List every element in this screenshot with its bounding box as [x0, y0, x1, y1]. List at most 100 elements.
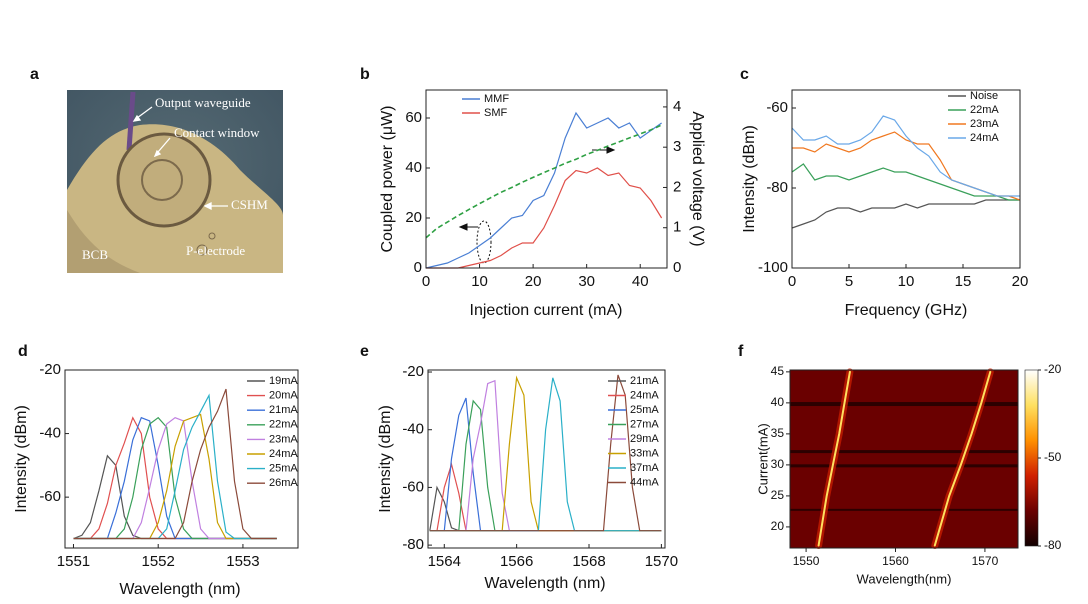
x-axis-label: Injection current (mA): [470, 302, 623, 319]
legend-label: SMF: [484, 107, 508, 119]
y2-tick-label: 4: [673, 98, 681, 115]
legend-label: Noise: [970, 90, 998, 102]
plot-frame: [425, 89, 668, 269]
y2-tick-label: 0: [673, 259, 681, 276]
y-tick-label: 60: [405, 109, 422, 126]
y-tick-label: -60: [766, 99, 788, 116]
legend-label: 37mA: [630, 462, 659, 474]
legend-label: 23mA: [970, 118, 999, 130]
arrow-head: [606, 146, 616, 154]
data-line: [426, 167, 663, 269]
plot-frame: [64, 369, 299, 549]
x-tick-label: 15: [955, 273, 972, 290]
x-tick-label: 0: [422, 273, 430, 290]
micrograph-label: Contact window: [174, 125, 260, 140]
x-tick-label: 1570: [972, 554, 999, 568]
waveguide: [126, 91, 136, 151]
data-line: [73, 413, 277, 540]
x-axis-label: Frequency (GHz): [845, 302, 968, 319]
y-tick-label: 30: [771, 457, 785, 471]
panel-label: d: [18, 343, 28, 360]
y-axis-label: Intensity (dBm): [13, 405, 30, 513]
y-tick-label: -20: [39, 361, 61, 378]
heatmap-band: [790, 464, 1018, 468]
data-line: [425, 111, 662, 269]
x-tick-label: 1553: [226, 553, 259, 570]
y2-tick-label: 2: [673, 178, 681, 195]
data-line: [73, 393, 277, 540]
legend-label: 19mA: [269, 375, 298, 387]
y-tick-label: -80: [766, 179, 788, 196]
y-tick-label: -20: [402, 363, 424, 380]
x-axis-label: Wavelength(nm): [857, 571, 952, 586]
y2-tick-label: 1: [673, 219, 681, 236]
dashed-ellipse: [476, 220, 492, 264]
panel-label: c: [740, 66, 749, 83]
heatmap-band: [790, 508, 1018, 511]
legend-label: MMF: [484, 93, 509, 105]
y-tick-label: -60: [39, 488, 61, 505]
heatmap-band: [790, 450, 1018, 454]
legend-label: 24mA: [630, 389, 659, 401]
probe-mark: [196, 244, 208, 256]
y-tick-label: 25: [771, 488, 785, 502]
legend-label: 27mA: [630, 418, 659, 430]
legend-label: 20mA: [269, 390, 298, 402]
micrograph-label: CSHM: [231, 197, 268, 212]
y-axis-label: Current(mA): [755, 423, 770, 495]
data-line: [73, 416, 277, 540]
annotation-arrows: [132, 106, 228, 211]
y-tick-label: -40: [39, 425, 61, 442]
heatmap-band: [790, 402, 1018, 407]
y-tick-label: -80: [402, 536, 424, 553]
data-line: [73, 388, 277, 540]
micrograph-label: BCB: [82, 247, 108, 262]
legend-label: 24mA: [970, 132, 999, 144]
legend-label: 25mA: [269, 463, 298, 475]
x-tick-label: 1564: [428, 553, 461, 570]
x-tick-label: 30: [578, 273, 595, 290]
plot-frame: [427, 369, 666, 549]
data-line: [429, 462, 662, 532]
legend-label: 24mA: [269, 448, 298, 460]
ridge: [933, 370, 992, 547]
data-line: [429, 374, 662, 532]
x-tick-label: 10: [471, 273, 488, 290]
y-axis-label: Coupled power (μW): [379, 105, 396, 252]
x-tick-label: 1570: [645, 553, 678, 570]
ridge: [817, 370, 851, 547]
x-tick-label: 1550: [793, 554, 820, 568]
y-tick-label: 45: [771, 364, 785, 378]
x-tick-label: 40: [632, 273, 649, 290]
x-tick-label: 10: [898, 273, 915, 290]
y-tick-label: 0: [414, 259, 422, 276]
micrograph-label: Output waveguide: [155, 95, 251, 110]
microring: [116, 132, 212, 228]
data-line: [73, 416, 277, 540]
y2-tick-label: 3: [673, 138, 681, 155]
legend-label: 21mA: [269, 404, 298, 416]
x-tick-label: 20: [1012, 273, 1029, 290]
y-tick-label: -100: [758, 259, 788, 276]
panel-label: e: [360, 343, 369, 360]
colorbar-tick-label: -20: [1044, 362, 1062, 376]
y-tick-label: 20: [405, 209, 422, 226]
plot-frame: [791, 89, 1021, 269]
legend-label: 22mA: [970, 104, 999, 116]
data-line: [425, 124, 662, 239]
legend-label: 29mA: [630, 433, 659, 445]
x-tick-label: 5: [845, 273, 853, 290]
panel-label: f: [738, 343, 744, 360]
y-tick-label: 40: [405, 159, 422, 176]
y-axis-label: Intensity (dBm): [741, 125, 758, 233]
bcb-region: [67, 210, 140, 273]
panel-label: a: [30, 66, 39, 83]
legend-label: 21mA: [630, 375, 659, 387]
x-tick-label: 1560: [882, 554, 909, 568]
y2-axis-label: Applied voltage (V): [689, 111, 706, 246]
y-axis-label: Intensity (dBm): [377, 405, 394, 513]
data-line: [791, 199, 1020, 229]
panel-label: b: [360, 66, 370, 83]
legend-label: 22mA: [269, 419, 298, 431]
